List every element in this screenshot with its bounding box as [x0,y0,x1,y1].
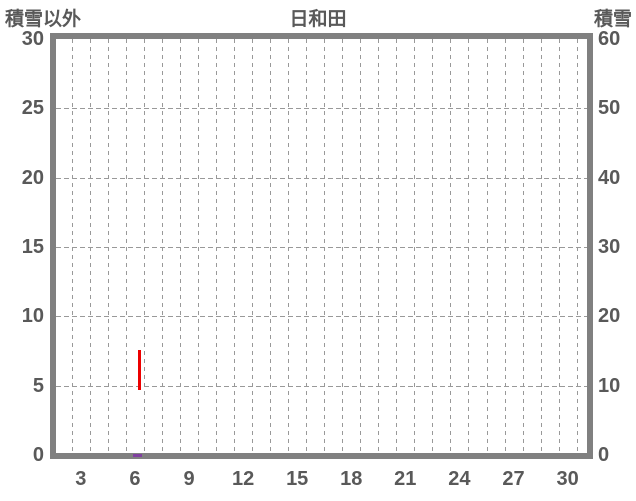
vertical-gridline [306,39,308,453]
x-axis-tick-label: 3 [75,468,87,490]
vertical-gridline [180,39,181,453]
vertical-gridline [396,39,398,453]
non-snow-series-segment [138,349,142,390]
x-axis-tick-label: 9 [183,468,195,490]
x-axis-tick-label: 27 [502,468,525,490]
horizontal-gridline [56,316,587,318]
right-axis-tick-label: 30 [598,236,621,258]
chart-title: 日和田 [289,9,347,30]
vertical-gridline [89,39,91,453]
left-axis-tick-label: 0 [32,444,44,466]
x-axis-tick-label: 24 [448,468,471,490]
vertical-gridline [342,39,344,453]
left-axis-tick-label: 10 [21,305,44,328]
right-axis-tick-label: 0 [598,444,610,466]
vertical-gridline [540,39,542,453]
vertical-gridline [71,39,73,453]
vertical-gridline [270,39,272,453]
vertical-gridline [252,39,254,453]
right-axis-title: 積雪 [593,9,632,30]
right-axis-tick-label: 50 [598,97,621,120]
vertical-gridline [486,39,488,453]
vertical-gridline [450,39,452,453]
vertical-gridline [360,39,362,453]
vertical-gridline [198,39,199,453]
left-axis-tick-label: 15 [21,236,44,258]
vertical-gridline [288,39,290,453]
vertical-gridline [161,39,163,453]
x-axis-tick-label: 21 [394,468,417,490]
vertical-gridline [504,39,506,453]
x-axis-tick-label: 18 [340,468,363,490]
vertical-gridline [324,39,326,453]
right-axis-tick-label: 40 [598,166,621,189]
right-axis-tick-label: 20 [598,305,621,328]
vertical-gridline [378,39,380,453]
plot-area [50,33,593,459]
horizontal-gridline [56,177,587,179]
horizontal-gridline [56,108,587,110]
right-axis-tick-label: 60 [598,28,621,50]
vertical-gridline [234,39,236,453]
vertical-gridline [125,39,127,453]
vertical-gridline [107,39,109,453]
left-axis-tick-label: 25 [21,97,44,120]
vertical-gridline [468,39,470,453]
snow-depth-series-segment [133,453,143,457]
vertical-gridline [558,39,560,453]
horizontal-gridline [56,247,587,248]
horizontal-gridline [56,385,587,387]
vertical-gridline [216,39,217,453]
x-axis-tick-label: 15 [286,468,309,490]
left-axis-tick-label: 5 [32,374,44,397]
x-axis-tick-label: 30 [556,468,579,490]
vertical-gridline [414,39,416,453]
vertical-gridline [522,39,524,453]
x-axis-tick-label: 12 [231,468,255,490]
vertical-gridline [143,39,145,453]
left-axis-tick-label: 30 [21,28,44,50]
right-axis-tick-label: 10 [598,374,621,397]
vertical-gridline [432,39,434,453]
left-axis-title: 積雪以外 [5,9,82,30]
x-axis-tick-label: 6 [129,468,141,490]
left-axis-tick-label: 20 [21,166,44,189]
vertical-gridline [576,39,578,453]
